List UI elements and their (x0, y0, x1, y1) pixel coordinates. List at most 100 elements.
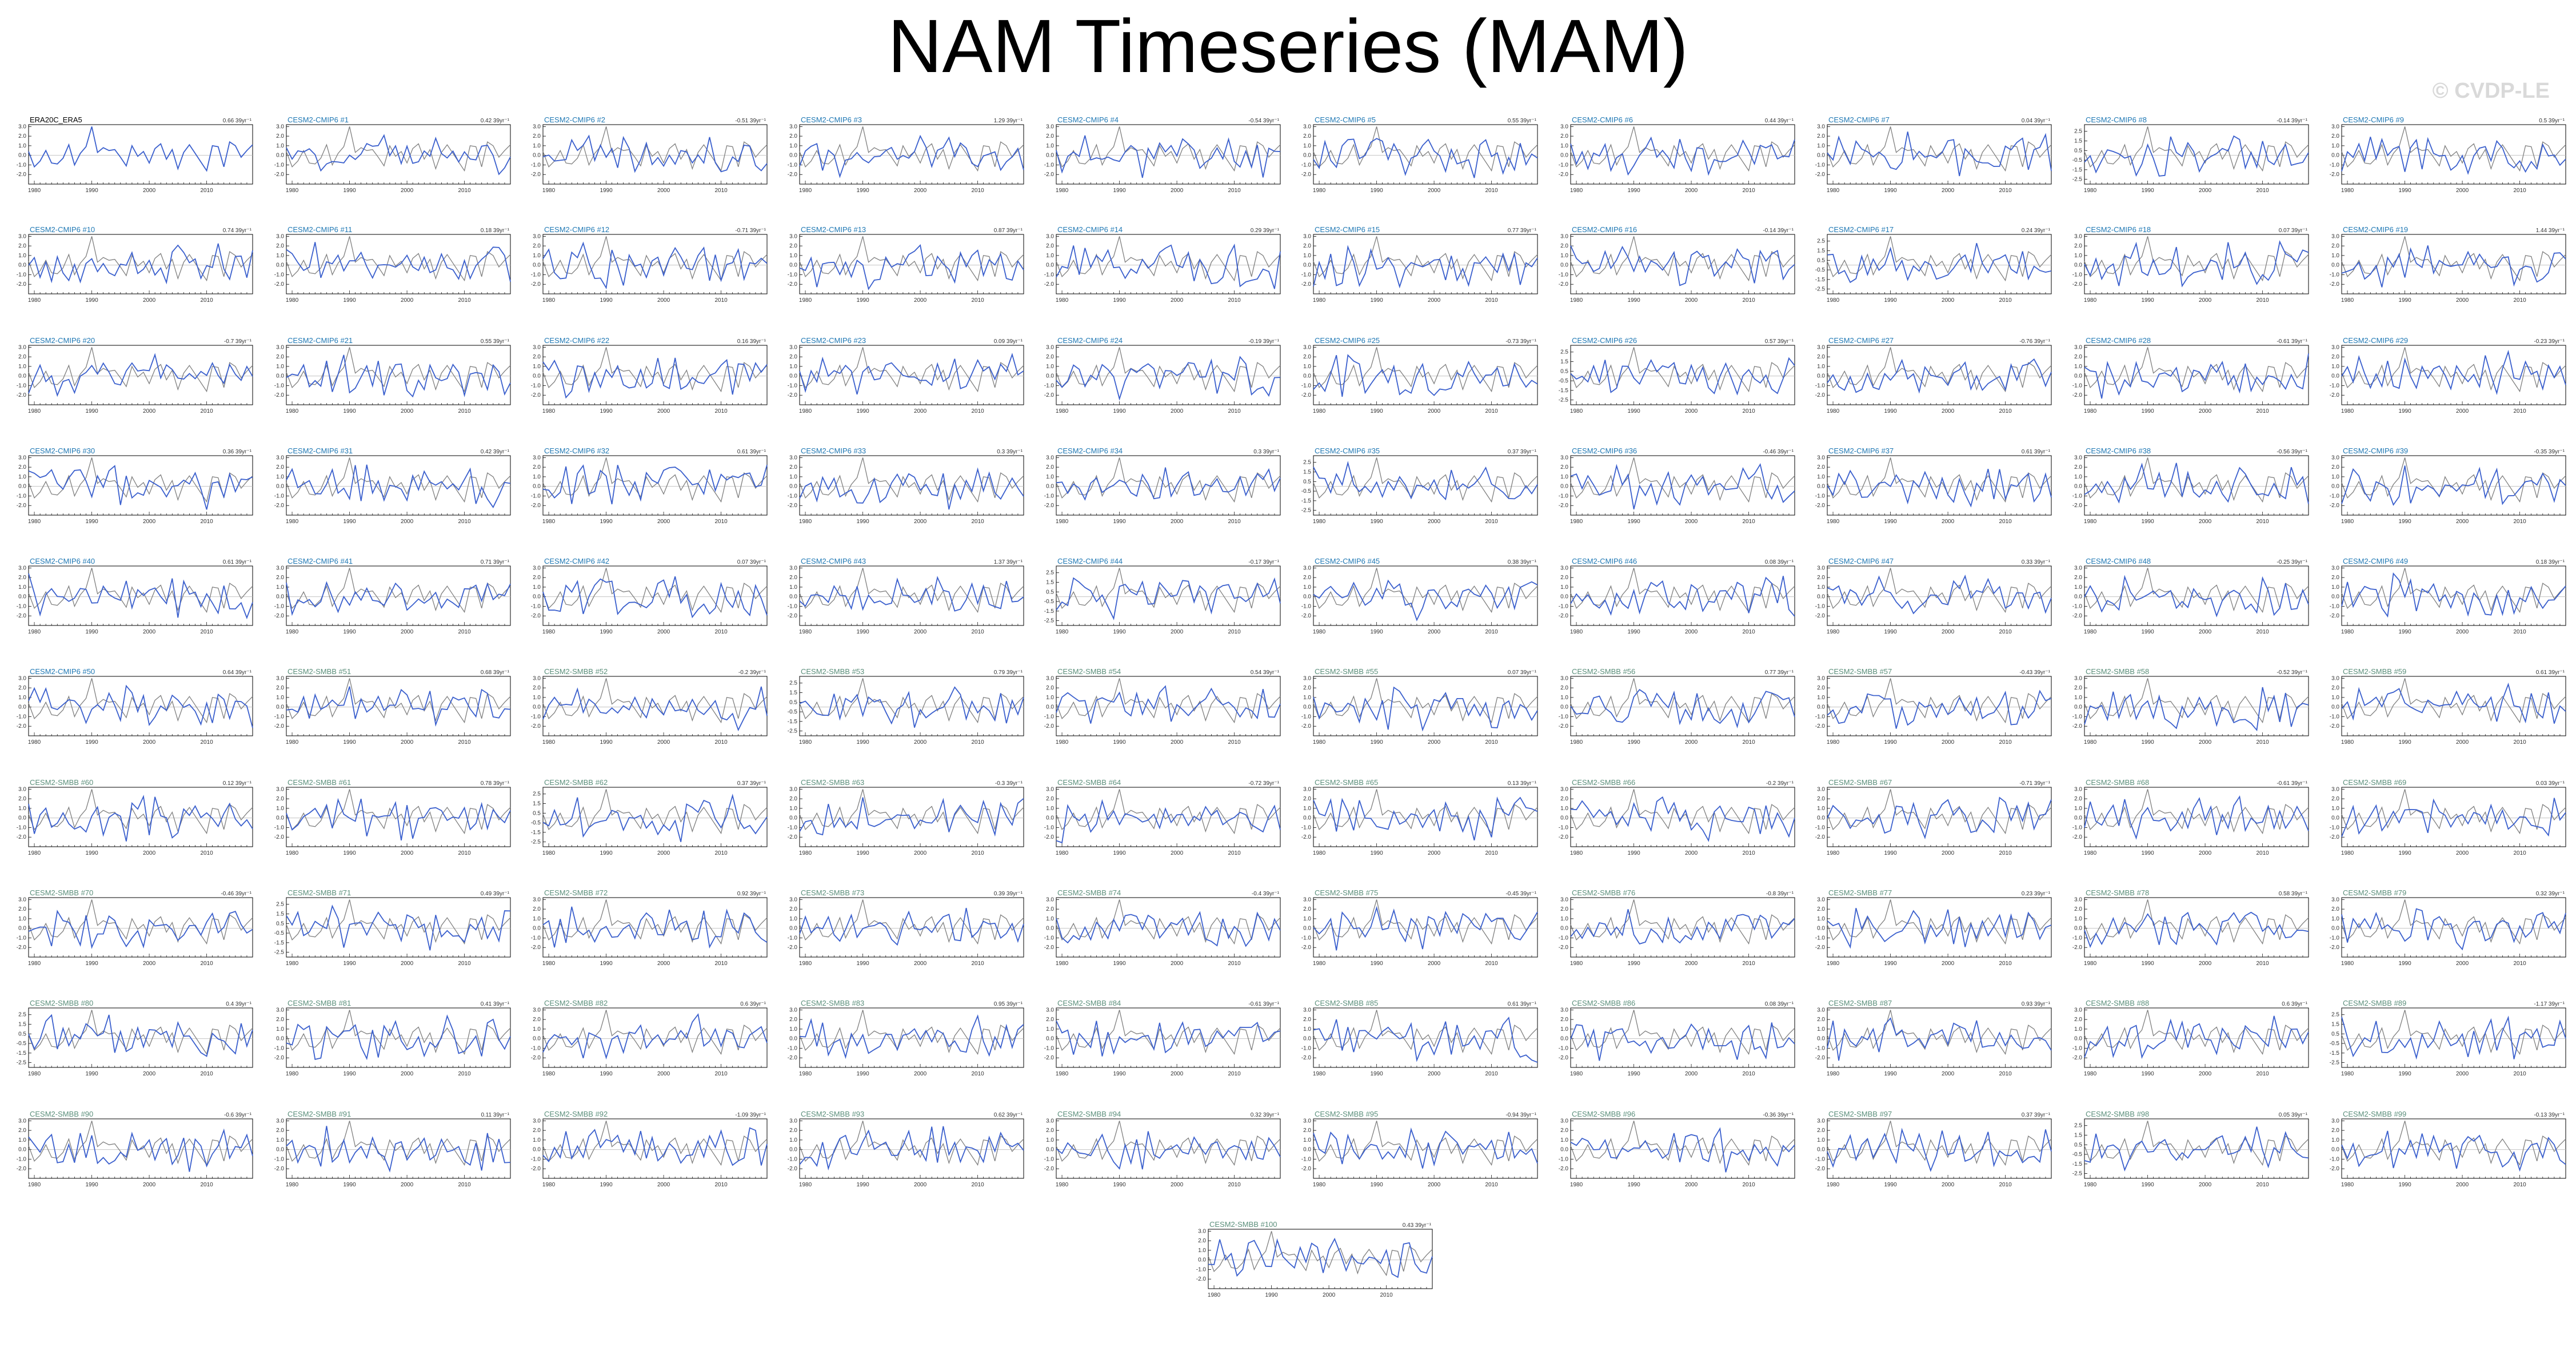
y-tick-label: -1.0 (2330, 382, 2340, 389)
member-line (1827, 908, 2052, 949)
panel-frame (1570, 345, 1795, 405)
panel-frame (799, 565, 1024, 626)
member-line (28, 573, 253, 620)
x-tick-label: 2000 (143, 408, 156, 415)
panel-trend: 1.37 39yr⁻¹ (994, 559, 1023, 565)
x-tick-label: 1990 (2141, 739, 2154, 746)
x-tick-label: 2010 (971, 408, 984, 415)
y-tick-label: -2.0 (788, 613, 798, 619)
x-tick-label: 2010 (1742, 739, 1755, 746)
panel-60: CESM2-SMBB #60 0.12 39yr⁻¹ 3.0 2.0 1.0 0.0 -1.… (17, 778, 253, 856)
panel-16: CESM2-CMIP6 #16 -0.14 39yr⁻¹ 3.0 2.0 1.0 0.0 -… (1559, 225, 1795, 304)
x-tick-label: 2010 (1485, 297, 1498, 304)
x-tick-label: 1990 (1884, 519, 1897, 525)
x-tick-label: 2000 (2199, 850, 2212, 856)
y-tick-label: 3.0 (18, 565, 26, 571)
y-tick-label: -1.0 (1559, 824, 1569, 831)
x-tick-label: 1990 (856, 739, 869, 746)
x-tick-label: 2000 (1171, 961, 1184, 967)
x-tick-label: 2010 (200, 408, 213, 415)
panel-frame (1827, 565, 2052, 626)
x-tick-label: 1990 (2398, 739, 2411, 746)
panel-frame (1827, 234, 2052, 294)
panel-trend: 0.5 39yr⁻¹ (2539, 118, 2565, 124)
y-tick-label: 3.0 (18, 233, 26, 240)
y-tick-label: 0.0 (2074, 484, 2082, 490)
y-tick-label: 3.0 (533, 565, 541, 571)
y-tick-label: -2.0 (531, 944, 541, 951)
y-tick-label: -1.0 (2330, 935, 2340, 941)
y-tick-label: -2.0 (2072, 281, 2083, 288)
x-tick-label: 2010 (2256, 961, 2269, 967)
panel-frame (2084, 124, 2309, 185)
y-tick-label: 3.0 (789, 896, 797, 903)
panel-frame (1313, 676, 1538, 736)
y-tick-label: 2.0 (789, 133, 797, 140)
y-tick-label: 1.0 (533, 584, 541, 591)
y-tick-label: 3.0 (789, 123, 797, 130)
member-line (286, 581, 511, 616)
y-tick-label: 2.0 (18, 243, 26, 249)
observed-line (2341, 899, 2566, 945)
panel-title: CESM2-CMIP6 #50 (30, 667, 95, 676)
y-tick-label: 3.0 (1046, 675, 1054, 682)
y-tick-label: 0.0 (1560, 262, 1568, 269)
panel-title: CESM2-SMBB #74 (1057, 888, 1121, 897)
y-tick-label: 0.0 (2331, 594, 2339, 600)
x-tick-label: 1990 (1370, 629, 1383, 635)
y-tick-label: -2.0 (1559, 723, 1569, 730)
panel-trend: 1.29 39yr⁻¹ (994, 118, 1023, 124)
panel-trend: 0.39 39yr⁻¹ (994, 891, 1023, 897)
panel-title: CESM2-CMIP6 #6 (1572, 115, 1633, 124)
y-tick-label: 1.5 (1046, 580, 1054, 586)
panel-frame (1313, 787, 1538, 847)
y-tick-label: -1.0 (531, 382, 541, 389)
y-tick-label: 3.0 (18, 896, 26, 903)
panel-trend: -0.2 39yr⁻¹ (1766, 780, 1794, 787)
y-tick-label: -2.5 (531, 839, 541, 846)
y-tick-label: 2.0 (1817, 354, 1825, 360)
panel-33: CESM2-CMIP6 #33 0.3 39yr⁻¹ 3.0 2.0 1.0 0.0 -1.… (788, 447, 1024, 525)
x-tick-label: 1990 (85, 629, 98, 635)
panel-title: CESM2-CMIP6 #49 (2343, 557, 2408, 565)
y-tick-label: 3.0 (1046, 123, 1054, 130)
panel-title: CESM2-CMIP6 #47 (1828, 557, 1894, 565)
y-tick-label: 2.5 (2074, 129, 2082, 135)
panel-trend: 0.16 39yr⁻¹ (737, 338, 766, 345)
y-tick-label: -2.0 (1301, 613, 1312, 619)
panel-frame (2084, 787, 2309, 847)
y-tick-label: 2.0 (1817, 575, 1825, 581)
y-tick-label: 0.0 (533, 594, 541, 600)
x-tick-label: 1990 (600, 629, 613, 635)
x-tick-label: 2000 (143, 188, 156, 194)
panel-frame (1313, 234, 1538, 294)
x-tick-label: 2010 (1228, 519, 1241, 525)
y-tick-label: 1.0 (276, 253, 284, 259)
panel-frame (28, 234, 253, 294)
y-tick-label: 2.0 (276, 243, 284, 249)
panel-frame (1570, 124, 1795, 185)
panel-title: CESM2-SMBB #68 (2086, 778, 2149, 787)
observed-line (28, 568, 253, 613)
y-tick-label: 3.0 (276, 233, 284, 240)
y-tick-label: 0.0 (18, 484, 26, 490)
y-tick-label: 1.5 (2074, 138, 2082, 145)
panel-54: CESM2-SMBB #54 0.54 39yr⁻¹ 3.0 2.0 1.0 0.0 -1.… (1044, 667, 1281, 746)
panel-trend: 0.07 39yr⁻¹ (737, 559, 766, 565)
y-tick-label: -1.0 (274, 162, 285, 168)
y-tick-label: -0.5 (2072, 157, 2083, 164)
y-tick-label: 0.0 (1560, 594, 1568, 600)
y-tick-label: 3.0 (789, 786, 797, 792)
panel-trend: -0.71 39yr⁻¹ (2019, 780, 2050, 787)
y-tick-label: -1.0 (1559, 935, 1569, 941)
y-tick-label: -2.0 (1559, 834, 1569, 840)
y-tick-label: 1.0 (1817, 695, 1825, 701)
y-tick-label: 1.0 (1817, 143, 1825, 149)
x-tick-label: 1980 (799, 297, 812, 304)
x-tick-label: 2000 (657, 850, 670, 856)
x-tick-label: 1980 (1827, 188, 1840, 194)
y-tick-label: -1.0 (17, 382, 27, 389)
panel-title: CESM2-CMIP6 #1 (287, 115, 349, 124)
observed-line (286, 789, 511, 835)
panel-0: ERA20C_ERA5 0.66 39yr⁻¹ 3.0 2.0 1.0 0.0 -1.0 -2… (17, 115, 253, 194)
